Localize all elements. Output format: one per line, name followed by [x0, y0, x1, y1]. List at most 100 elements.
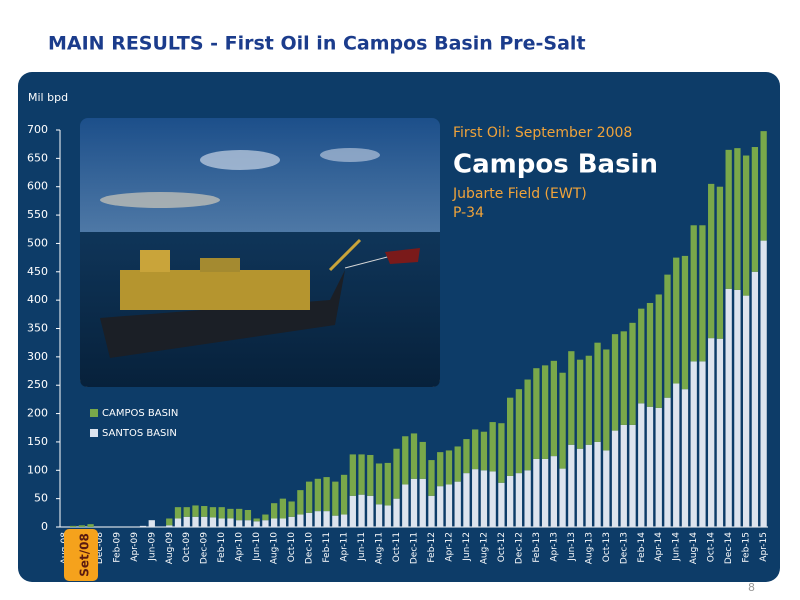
bar-segment — [236, 520, 243, 527]
bar-segment — [166, 518, 173, 526]
bar-segment — [576, 359, 584, 449]
x-tick-label: Feb-13 — [532, 532, 542, 563]
bar-segment — [262, 520, 269, 527]
bar-segment — [734, 148, 741, 290]
bar-segment — [393, 498, 400, 527]
x-tick-label: Feb-15 — [742, 532, 752, 563]
bar-segment — [428, 495, 435, 527]
bar-segment — [743, 155, 750, 296]
x-tick-label: Dec-08 — [95, 532, 105, 564]
x-tick-label: Oct-09 — [182, 532, 192, 563]
bar-segment — [550, 360, 557, 457]
bar-segment — [279, 498, 287, 519]
x-tick-label: Aug-14 — [689, 532, 699, 565]
bar-segment — [480, 431, 488, 471]
y-tick-label: 600 — [27, 180, 48, 193]
y-tick-label: 650 — [27, 151, 48, 164]
x-tick-label: Jun-13 — [567, 532, 577, 562]
bar-segment — [620, 331, 627, 425]
bar-segment — [192, 516, 199, 527]
bar-segment — [585, 444, 592, 527]
annotation-line: Jubarte Field (EWT) — [452, 186, 587, 202]
bar-segment — [78, 525, 85, 527]
bar-segment — [297, 514, 304, 527]
bar-segment — [314, 478, 321, 512]
bar-segment — [402, 436, 409, 485]
bar-segment — [611, 430, 619, 527]
bar-segment — [393, 448, 400, 499]
bar-segment — [218, 507, 225, 519]
x-tick-label: Apr-14 — [654, 532, 664, 562]
bar-segment — [262, 514, 269, 521]
bar-segment — [227, 518, 234, 527]
bar-segment — [244, 520, 252, 527]
bar-segment — [629, 424, 636, 527]
x-tick-label: Oct-14 — [707, 532, 717, 563]
annotation-heading: Campos Basin — [453, 150, 658, 180]
bar-segment — [559, 468, 566, 527]
bar-segment — [139, 525, 147, 527]
bar-segment — [419, 441, 426, 479]
x-tick-label: Dec-11 — [410, 532, 420, 564]
bar-segment — [638, 403, 645, 527]
first-oil-marker-label: Set/08 — [78, 533, 92, 577]
bar-segment — [445, 484, 453, 527]
y-tick-label: 700 — [27, 123, 48, 136]
page-number: 8 — [748, 581, 755, 594]
bar-segment — [646, 406, 654, 527]
annotation-line: First Oil: September 2008 — [453, 125, 632, 141]
bar-segment — [367, 454, 374, 496]
y-tick-label: 0 — [41, 520, 48, 533]
bar-segment — [209, 507, 217, 518]
x-tick-label: Aug-11 — [375, 532, 385, 564]
y-tick-label: 200 — [27, 407, 48, 420]
bar-segment — [760, 240, 767, 528]
bar-segment — [323, 511, 330, 527]
x-tick-label: Apr-11 — [340, 532, 350, 562]
bar-segment — [673, 257, 680, 384]
bar-segment — [253, 518, 260, 522]
bar-segment — [576, 448, 584, 527]
bar-segment — [664, 274, 671, 398]
bar-segment — [69, 525, 77, 527]
bar-segment — [183, 516, 190, 527]
bar-segment — [594, 441, 601, 527]
bar-segment — [664, 397, 671, 527]
bar-segment — [760, 131, 767, 241]
bar-segment — [629, 322, 636, 425]
bar-segment — [716, 338, 724, 527]
bar-segment — [751, 271, 759, 527]
x-tick-label: Jun-10 — [252, 532, 262, 562]
x-tick-label: Dec-10 — [305, 532, 315, 564]
bar-segment — [314, 511, 321, 527]
bar-segment — [699, 361, 706, 527]
bar-segment — [751, 147, 759, 272]
x-axis: Aug-08Oct-08Dec-08Feb-09Apr-09Jun-09Aug-… — [60, 532, 769, 565]
bar-segment — [419, 478, 426, 527]
bar-segment — [646, 302, 654, 407]
bar-segment — [454, 446, 461, 482]
bar-segment — [472, 429, 479, 470]
bar-segment — [550, 456, 557, 527]
bar-segment — [375, 504, 383, 527]
y-tick-label: 300 — [27, 350, 48, 363]
y-tick-label: 400 — [27, 293, 48, 306]
bar-segment — [699, 225, 706, 362]
x-tick-label: Aug-09 — [165, 532, 175, 565]
bar-segment — [402, 484, 409, 527]
legend-swatch — [90, 409, 98, 417]
x-tick-label: Jun-12 — [462, 532, 472, 562]
bar-segment — [271, 503, 278, 519]
x-tick-label: Jun-09 — [147, 532, 157, 562]
bar-segment — [673, 383, 680, 527]
bar-segment — [708, 338, 715, 527]
bar-segment — [332, 515, 339, 527]
bar-segment — [236, 508, 243, 521]
bar-segment — [620, 424, 627, 527]
plot-area: 0 50 100 150 200 250 300 350 400 450 500 550 600 650 7… — [27, 123, 768, 533]
legend-label: CAMPOS BASIN — [102, 408, 178, 419]
bar-segment — [541, 458, 549, 527]
bar-segment — [445, 450, 453, 485]
bar-segment — [384, 505, 391, 527]
